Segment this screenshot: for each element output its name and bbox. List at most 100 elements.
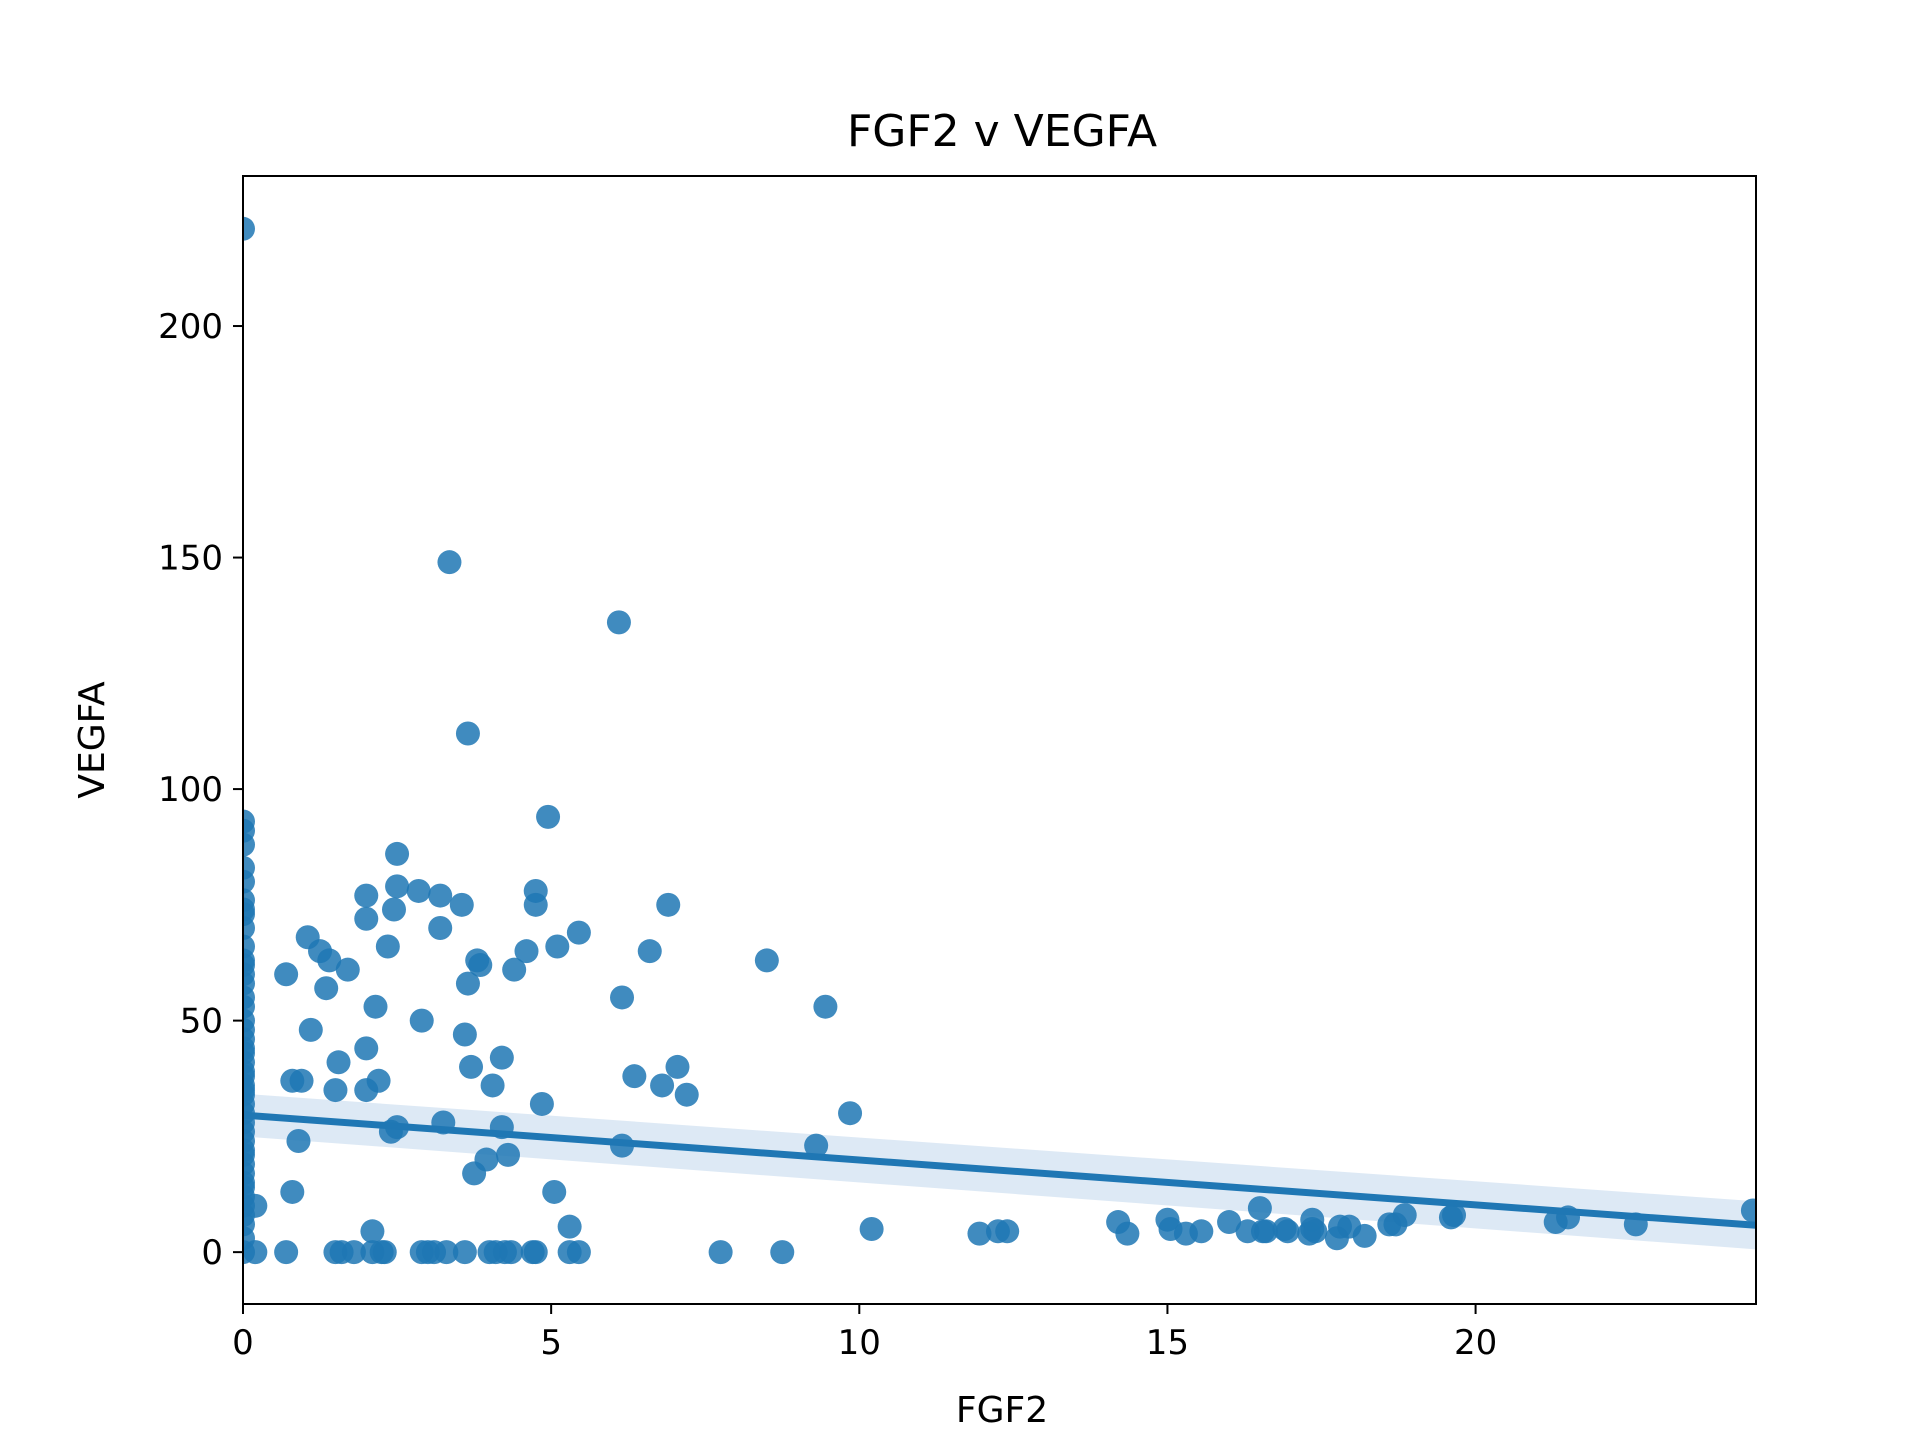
plot-area: [243, 216, 1756, 1265]
x-tick-label: 0: [232, 1323, 254, 1363]
data-point: [542, 1179, 567, 1204]
data-point: [449, 892, 474, 917]
data-point: [838, 1101, 863, 1126]
data-point: [455, 971, 480, 996]
data-point: [566, 1240, 591, 1265]
data-point: [523, 892, 548, 917]
axes-frame: [242, 175, 1757, 1305]
data-point: [385, 874, 410, 899]
data-point: [496, 1142, 521, 1167]
x-tick-label: 15: [1146, 1323, 1189, 1363]
data-point: [523, 1240, 548, 1265]
data-point: [286, 1129, 311, 1154]
y-tick-label: 100: [158, 770, 223, 810]
data-point: [360, 1219, 385, 1244]
data-point: [243, 1059, 255, 1084]
x-axis: 0 5 10 15 20: [232, 1304, 1497, 1363]
regression-line: [243, 1111, 1756, 1229]
data-point: [381, 897, 406, 922]
data-point: [480, 1073, 505, 1098]
data-point: [428, 916, 453, 940]
data-point: [298, 1017, 323, 1042]
data-point: [243, 1078, 255, 1103]
data-point: [1189, 1219, 1214, 1244]
x-tick-label: 20: [1454, 1323, 1497, 1363]
data-point: [354, 1036, 379, 1061]
x-axis-label: FGF2: [956, 1390, 1048, 1431]
data-point: [375, 934, 400, 959]
y-axis: 0 50 100 150 200: [158, 307, 243, 1273]
data-point: [274, 1240, 299, 1265]
plot-marks: [243, 216, 1756, 1265]
data-point: [1275, 1219, 1300, 1244]
data-point: [459, 1054, 484, 1079]
data-point: [637, 939, 662, 964]
data-point: [335, 957, 360, 982]
data-point: [536, 804, 561, 829]
data-point: [437, 550, 462, 575]
data-point: [385, 841, 410, 866]
data-point: [967, 1221, 992, 1246]
y-tick-label: 150: [158, 539, 223, 579]
data-point: [366, 1068, 391, 1093]
data-point: [243, 1240, 268, 1265]
data-point: [243, 832, 255, 857]
data-point: [1217, 1210, 1242, 1235]
data-point: [770, 1240, 795, 1265]
data-point: [323, 1078, 348, 1103]
y-tick-label: 50: [180, 1002, 223, 1042]
data-point: [452, 1240, 477, 1265]
data-point: [341, 1240, 366, 1265]
data-point: [650, 1073, 675, 1098]
data-point: [514, 939, 539, 964]
data-point: [243, 916, 255, 940]
data-point: [1740, 1198, 1756, 1223]
data-point: [243, 962, 255, 987]
data-point: [606, 610, 631, 635]
data-point: [243, 216, 255, 241]
data-point: [1247, 1196, 1272, 1221]
data-point: [474, 1147, 499, 1172]
y-tick-label: 200: [158, 307, 223, 347]
x-tick-label: 10: [838, 1323, 881, 1363]
data-point: [406, 878, 431, 903]
data-point: [434, 1240, 459, 1265]
data-point: [243, 1036, 255, 1061]
data-point: [1303, 1219, 1328, 1244]
data-point: [289, 1068, 314, 1093]
data-point: [452, 1022, 477, 1047]
data-point: [317, 948, 342, 973]
data-point: [665, 1054, 690, 1079]
y-axis-label: VEGFA: [72, 681, 113, 799]
data-point: [566, 920, 591, 945]
data-point: [499, 1240, 524, 1265]
data-point: [1254, 1219, 1279, 1244]
data-point: [529, 1091, 554, 1116]
data-point: [326, 1050, 351, 1075]
data-point: [372, 1240, 397, 1265]
data-point: [674, 1082, 699, 1107]
chart-title: FGF2 v VEGFA: [847, 106, 1157, 157]
data-point: [995, 1219, 1020, 1244]
data-point: [804, 1133, 829, 1158]
data-point: [468, 953, 493, 978]
data-point: [754, 948, 779, 973]
data-point: [354, 906, 379, 931]
data-point: [557, 1214, 582, 1239]
data-point: [813, 994, 838, 1019]
data-point: [502, 957, 527, 982]
data-point: [1115, 1221, 1140, 1246]
data-point: [1392, 1203, 1417, 1228]
y-tick-label: 0: [201, 1233, 223, 1273]
data-point: [1352, 1223, 1377, 1248]
data-point: [243, 1193, 268, 1218]
data-point: [708, 1240, 733, 1265]
data-point: [363, 994, 388, 1019]
data-point: [1442, 1203, 1467, 1228]
data-point: [274, 962, 299, 987]
data-point: [545, 934, 570, 959]
data-point: [280, 1179, 305, 1204]
data-point: [428, 883, 453, 908]
data-point: [354, 883, 379, 908]
data-point: [489, 1045, 514, 1070]
